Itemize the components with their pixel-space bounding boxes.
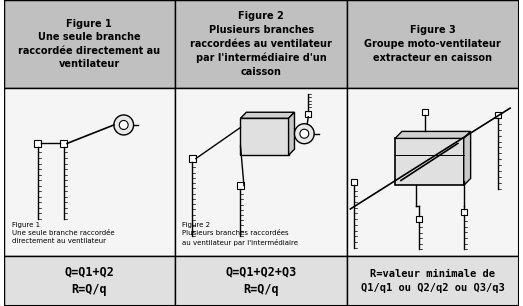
Bar [347, 256, 519, 306]
Bar [4, 256, 175, 306]
Circle shape [119, 121, 128, 129]
Bar [347, 0, 519, 88]
Circle shape [300, 129, 309, 138]
Bar [175, 88, 347, 256]
Bar [175, 256, 347, 306]
Text: R=valeur minimale de
Q1/q1 ou Q2/q2 ou Q3/q3: R=valeur minimale de Q1/q1 ou Q2/q2 ou Q… [361, 269, 505, 293]
Bar [347, 88, 519, 256]
Text: Figure 1
Une seule branche raccordée
directement au ventilateur: Figure 1 Une seule branche raccordée dir… [12, 222, 115, 244]
Bar [4, 0, 175, 88]
Bar [461, 209, 467, 215]
Text: Q=Q1+Q2
R=Q/q: Q=Q1+Q2 R=Q/q [64, 266, 115, 297]
Circle shape [114, 115, 133, 135]
Polygon shape [289, 112, 294, 155]
Bar [60, 140, 67, 147]
Text: Figure 3
Groupe moto-ventilateur
extracteur en caisson: Figure 3 Groupe moto-ventilateur extract… [365, 25, 501, 63]
Bar [35, 140, 41, 147]
Bar [351, 179, 357, 185]
Bar [4, 88, 175, 256]
Bar [237, 182, 244, 189]
Circle shape [294, 124, 314, 144]
Bar [395, 138, 464, 185]
Bar [175, 0, 347, 88]
Text: Figure 1
Une seule branche
raccordée directement au
ventilateur: Figure 1 Une seule branche raccordée dir… [18, 19, 161, 69]
Text: Q=Q1+Q2+Q3
R=Q/q: Q=Q1+Q2+Q3 R=Q/q [225, 266, 297, 297]
Bar [416, 216, 422, 222]
Bar [422, 109, 428, 114]
Polygon shape [395, 131, 471, 138]
Text: Figure 2
Plusieurs branches raccordées
au ventilateur par l'intermédiaire: Figure 2 Plusieurs branches raccordées a… [182, 222, 298, 246]
Bar [495, 112, 501, 118]
Polygon shape [464, 131, 471, 185]
Polygon shape [241, 112, 294, 118]
Bar [305, 111, 311, 117]
Bar [189, 155, 196, 162]
Bar [241, 118, 289, 155]
Text: Figure 2
Plusieurs branches
raccordées au ventilateur
par l'intermédiaire d'un
c: Figure 2 Plusieurs branches raccordées a… [190, 11, 332, 76]
